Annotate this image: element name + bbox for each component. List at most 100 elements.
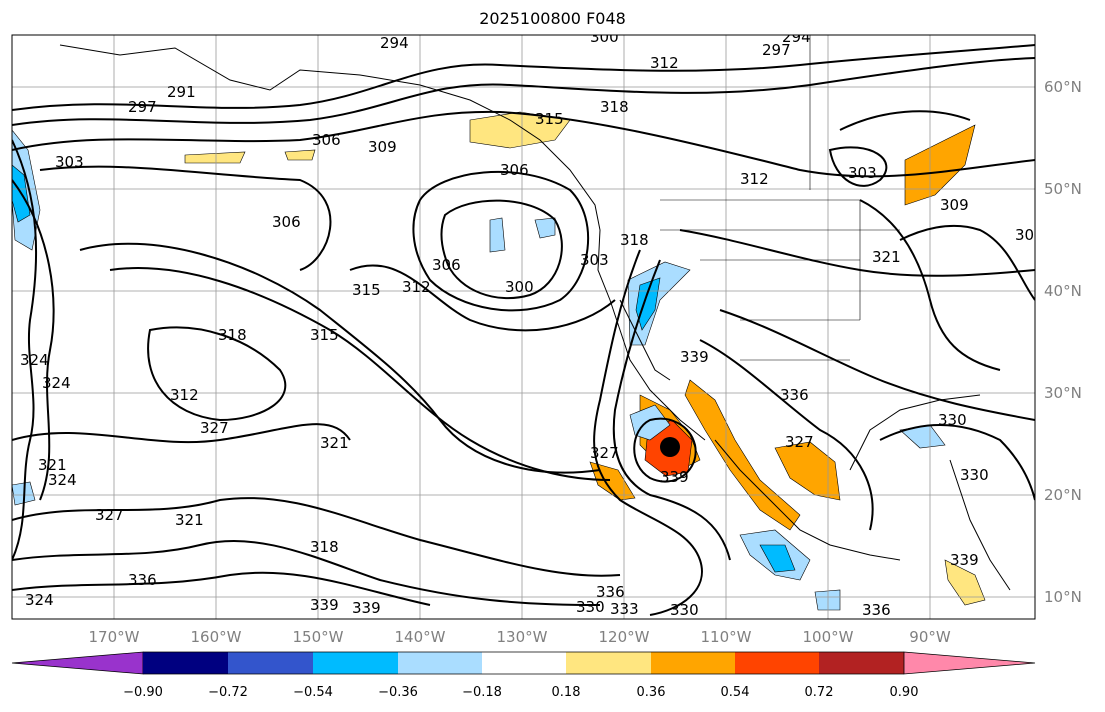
contour-label: 300: [590, 28, 619, 46]
colorbar-segment: [566, 652, 651, 674]
lon-tick-label: 90°W: [909, 628, 951, 646]
gridlines: [12, 35, 1035, 619]
contour-line: [679, 229, 1035, 277]
shade-orange-4: [589, 461, 636, 501]
contour-line: [612, 259, 731, 561]
colorbar-segment: [735, 652, 819, 674]
coastline-baja: [619, 299, 671, 381]
contour-line: [719, 309, 1035, 421]
contour-label: 339: [310, 596, 339, 614]
colorbar-extend-min: [11, 651, 144, 675]
contour-label: 324: [48, 471, 77, 489]
map-layers: 294 300 297 294 297 312 291 297 318 315 …: [12, 28, 1044, 619]
colorbar-segment: [228, 652, 313, 674]
map-frame: [11, 34, 1036, 620]
lon-tick-label: 110°W: [701, 628, 752, 646]
contour-line: [12, 497, 621, 577]
shaded-regions: [12, 111, 986, 611]
coastline-central-america: [949, 459, 1011, 591]
contour-label: 336: [128, 571, 157, 589]
contour-label: 306: [432, 256, 461, 274]
lon-tick-label: 130°W: [497, 628, 548, 646]
contour-label: 309: [940, 196, 969, 214]
coastline-gulf: [849, 394, 981, 471]
lon-tick-label: 100°W: [803, 628, 854, 646]
contour-labels: 294 300 297 294 297 312 291 297 318 315 …: [20, 28, 1044, 619]
contour-label: 306: [500, 161, 529, 179]
country-borders: [809, 35, 861, 320]
colorbar-tick-label: −0.18: [462, 685, 502, 700]
contour-label: 303: [848, 164, 877, 182]
shade-orange-3: [774, 441, 841, 501]
contour-label: 297: [762, 41, 791, 59]
shade-yellow: [469, 111, 571, 149]
contour-line: [879, 424, 1035, 501]
contour-line: [828, 146, 888, 187]
contour-label: 303: [55, 153, 84, 171]
contours: [12, 44, 1035, 616]
contour-label: 312: [740, 170, 769, 188]
contour-label: 300: [505, 278, 534, 296]
colorbar-tick-label: −0.90: [123, 685, 163, 700]
contour-label: 318: [218, 326, 247, 344]
contour-line: [593, 249, 703, 616]
contour-label: 327: [590, 444, 619, 462]
lat-tick-label: 20°N: [1044, 486, 1082, 504]
lat-tick-label: 30°N: [1044, 384, 1082, 402]
colorbar-segment: [482, 652, 566, 674]
colorbar-segment: [819, 652, 904, 674]
colorbar-tick-label: −0.36: [378, 685, 418, 700]
contour-label: 315: [352, 281, 381, 299]
lon-tick-label: 170°W: [89, 628, 140, 646]
contour-line: [349, 264, 616, 332]
lat-tick-label: 10°N: [1044, 588, 1082, 606]
shade-yellow-2: [184, 151, 246, 164]
contour-line: [699, 339, 874, 531]
contour-label: 303: [1015, 226, 1044, 244]
contour-line: [12, 139, 38, 561]
contour-label: 294: [782, 28, 811, 46]
contour-label: 324: [25, 591, 54, 609]
contour-label: 294: [380, 34, 409, 52]
contour-label: 321: [175, 511, 204, 529]
coastline-mexico: [714, 439, 901, 561]
colorbar-tick-label: −0.54: [293, 685, 333, 700]
contour-label: 318: [600, 98, 629, 116]
contour-label: 291: [167, 83, 196, 101]
colorbar-tick-label: 0.90: [890, 685, 919, 700]
shade-lightblue-5: [489, 217, 506, 253]
contour-label: 312: [402, 278, 431, 296]
lat-tick-label: 50°N: [1044, 180, 1082, 198]
lon-tick-label: 120°W: [599, 628, 650, 646]
colorbar-extend-max: [903, 651, 1036, 675]
contour-label: 336: [862, 601, 891, 619]
contour-label: 330: [938, 411, 967, 429]
contour-label: 333: [610, 600, 639, 618]
contour-label: 306: [312, 131, 341, 149]
contour-line: [79, 242, 601, 474]
contour-line: [633, 417, 697, 483]
contour-label: 327: [200, 419, 229, 437]
contour-label: 297: [128, 98, 157, 116]
contour-label: 312: [650, 54, 679, 72]
contour-label: 306: [272, 213, 301, 231]
contour-line: [412, 170, 590, 312]
contour-label: 303: [580, 251, 609, 269]
contour-label: 315: [535, 110, 564, 128]
shade-orange-2: [684, 379, 801, 531]
contour-line: [12, 57, 1035, 126]
contour-label: 321: [320, 434, 349, 452]
colorbar-tick-label: 0.54: [721, 685, 750, 700]
contour-label: 327: [785, 433, 814, 451]
shade-lightblue-3: [629, 404, 671, 441]
shade-lightblue-9: [814, 589, 841, 611]
shade-lightblue-6: [534, 217, 556, 239]
chart-title: 2025100800 F048: [479, 9, 626, 28]
shade-deepsky-3: [759, 544, 796, 573]
lat-tick-label: 40°N: [1044, 282, 1082, 300]
colorbar-tick-label: 0.36: [637, 685, 666, 700]
colorbar: −0.90 −0.72 −0.54 −0.36 −0.18 0.18 0.36 …: [11, 651, 1036, 700]
colorbar-segment: [313, 652, 398, 674]
contour-line: [12, 571, 431, 606]
